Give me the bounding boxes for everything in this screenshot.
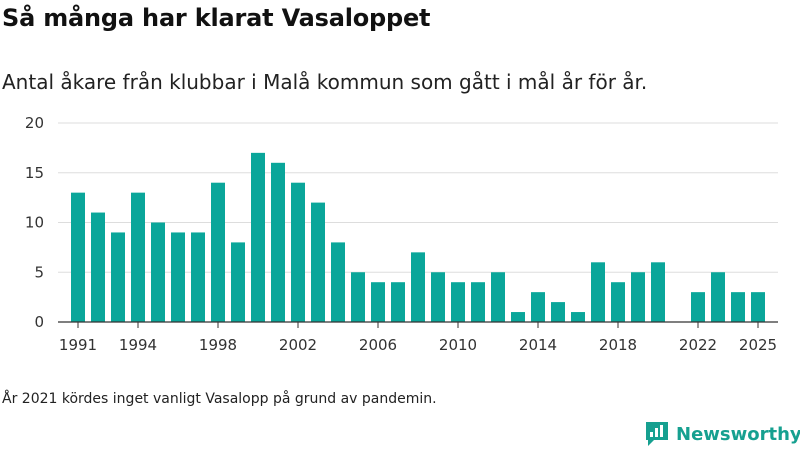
x-tick-label: 1991: [59, 336, 97, 354]
bar-1991: [71, 192, 85, 322]
x-tick-label: 2018: [599, 336, 637, 354]
bar-2008: [411, 252, 425, 322]
bar-2023: [711, 272, 725, 322]
y-tick-label: 15: [25, 164, 44, 182]
x-tick-label: 2025: [739, 336, 777, 354]
bar-2019: [631, 272, 645, 322]
x-tick-label: 2006: [359, 336, 397, 354]
bar-2018: [611, 282, 625, 322]
bar-1992: [91, 212, 105, 322]
bar-1997: [191, 232, 205, 322]
footnote: År 2021 kördes inget vanligt Vasalopp på…: [2, 391, 437, 407]
bar-2025: [751, 292, 765, 322]
bar-2002: [291, 182, 305, 322]
bar-1995: [151, 222, 165, 322]
newsworthy-logo-icon: [646, 422, 668, 446]
bar-chart: 0 5 10 15 20 1991 1994 1998 2002 2006 2010 2014 2018…: [25, 114, 778, 354]
chart-subtitle: Antal åkare från klubbar i Malå kommun s…: [2, 70, 648, 94]
y-tick-label: 10: [25, 214, 44, 232]
bar-2015: [551, 302, 565, 322]
x-tick-label: 2022: [679, 336, 717, 354]
x-tick-label: 2002: [279, 336, 317, 354]
x-tick-label: 2014: [519, 336, 557, 354]
bar-1999: [231, 242, 245, 322]
bar-2009: [431, 272, 445, 322]
bar-2001: [271, 162, 285, 322]
bars: [71, 152, 765, 322]
bar-1998: [211, 182, 225, 322]
axes: 0 5 10 15 20 1991 1994 1998 2002 2006 2010 2014 2018…: [25, 114, 778, 354]
bar-2010: [451, 282, 465, 322]
bar-2016: [571, 312, 585, 322]
bar-1996: [171, 232, 185, 322]
brand-name: Newsworthy: [676, 423, 800, 445]
y-tick-label: 0: [34, 313, 44, 331]
y-tick-label: 5: [34, 263, 44, 281]
x-tick-label: 1994: [119, 336, 157, 354]
bar-2006: [371, 282, 385, 322]
bar-1993: [111, 232, 125, 322]
bar-2020: [651, 262, 665, 322]
bar-2014: [531, 292, 545, 322]
brand-logo: Newsworthy: [644, 420, 800, 448]
bar-2022: [691, 292, 705, 322]
bar-2007: [391, 282, 405, 322]
bar-2017: [591, 262, 605, 322]
x-tick-label: 2010: [439, 336, 477, 354]
bar-2024: [731, 292, 745, 322]
bar-2005: [351, 272, 365, 322]
bar-2004: [331, 242, 345, 322]
y-tick-label: 20: [25, 114, 44, 132]
gridlines: [58, 122, 778, 273]
bar-1994: [131, 192, 145, 322]
x-tick-label: 1998: [199, 336, 237, 354]
chart-title: Så många har klarat Vasaloppet: [2, 4, 431, 32]
bar-2013: [511, 312, 525, 322]
bar-2000: [251, 152, 265, 322]
bar-2011: [471, 282, 485, 322]
bar-2003: [311, 202, 325, 322]
bar-2012: [491, 272, 505, 322]
